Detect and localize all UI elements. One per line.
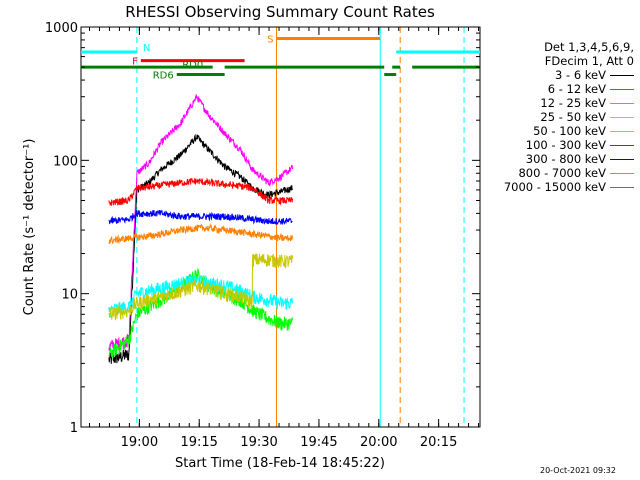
series-line-7 (108, 223, 293, 245)
flag-label-n: N (143, 43, 150, 54)
y-tick-label-0: 1 (70, 421, 78, 436)
legend-entry-1: 6 - 12 keV (478, 82, 634, 96)
legend-label: 50 - 100 keV (533, 124, 606, 138)
flag-label-s: S (267, 34, 273, 45)
flag-label-rd0: RD0 (182, 60, 203, 71)
series-line-4 (108, 253, 293, 321)
legend-entry-7: 800 - 7000 keV (478, 166, 634, 180)
plot-frame (80, 26, 481, 428)
x-tick-label-3: 19:45 (300, 435, 337, 450)
legend-swatch (610, 145, 634, 146)
x-tick-label-2: 19:30 (240, 435, 277, 450)
legend-label: 12 - 25 keV (540, 96, 606, 110)
series-line-5 (108, 177, 293, 206)
series-line-3 (108, 274, 293, 318)
legend-swatch (610, 159, 634, 160)
legend-entry-2: 12 - 25 keV (478, 96, 634, 110)
legend-label: 300 - 800 keV (525, 152, 606, 166)
chart-title: RHESSI Observing Summary Count Rates (125, 3, 435, 21)
legend-entry-6: 300 - 800 keV (478, 152, 634, 166)
legend-swatch (610, 75, 634, 76)
x-tick-label-0: 19:00 (121, 435, 158, 450)
y-tick-label-2: 100 (53, 154, 78, 169)
series-line-1 (108, 94, 293, 352)
legend-entry-0: 3 - 6 keV (478, 68, 634, 82)
x-axis-label: Start Time (18-Feb-14 18:45:22) (175, 456, 385, 471)
legend-swatch (610, 89, 634, 90)
legend-entry-4: 50 - 100 keV (478, 124, 634, 138)
legend-swatch (610, 103, 634, 104)
legend-entry-3: 25 - 50 keV (478, 110, 634, 124)
legend-label: 25 - 50 keV (540, 110, 606, 124)
legend-swatch (610, 187, 634, 188)
legend-label: 100 - 300 keV (525, 138, 606, 152)
legend: Det 1,3,4,5,6,9, FDecim 1, Att 0 3 - 6 k… (478, 40, 634, 194)
x-tick-label-4: 20:00 (360, 435, 397, 450)
footer-timestamp: 20-Oct-2021 09:32 (540, 466, 616, 475)
legend-label: 6 - 12 keV (547, 82, 606, 96)
flag-label-f: F (132, 57, 138, 68)
x-tick-label-1: 19:15 (180, 435, 217, 450)
x-tick-label-5: 20:15 (420, 435, 457, 450)
y-tick-label-3: 1000 (45, 21, 78, 36)
y-tick-label-1: 10 (61, 288, 78, 303)
series-line-6 (108, 209, 293, 225)
legend-swatch (610, 131, 634, 132)
legend-label: 3 - 6 keV (555, 68, 606, 82)
legend-swatch (610, 173, 634, 174)
legend-label: 7000 - 15000 keV (503, 180, 606, 194)
legend-label: 800 - 7000 keV (518, 166, 606, 180)
legend-header-detectors: Det 1,3,4,5,6,9, (544, 40, 634, 54)
legend-entry-5: 100 - 300 keV (478, 138, 634, 152)
flag-label-rd6: RD6 (153, 71, 174, 82)
y-axis-label: Count Rate (s⁻¹ detector⁻¹) (22, 139, 37, 316)
legend-swatch (610, 117, 634, 118)
legend-header-decimation: FDecim 1, Att 0 (544, 54, 634, 68)
legend-entry-8: 7000 - 15000 keV (478, 180, 634, 194)
